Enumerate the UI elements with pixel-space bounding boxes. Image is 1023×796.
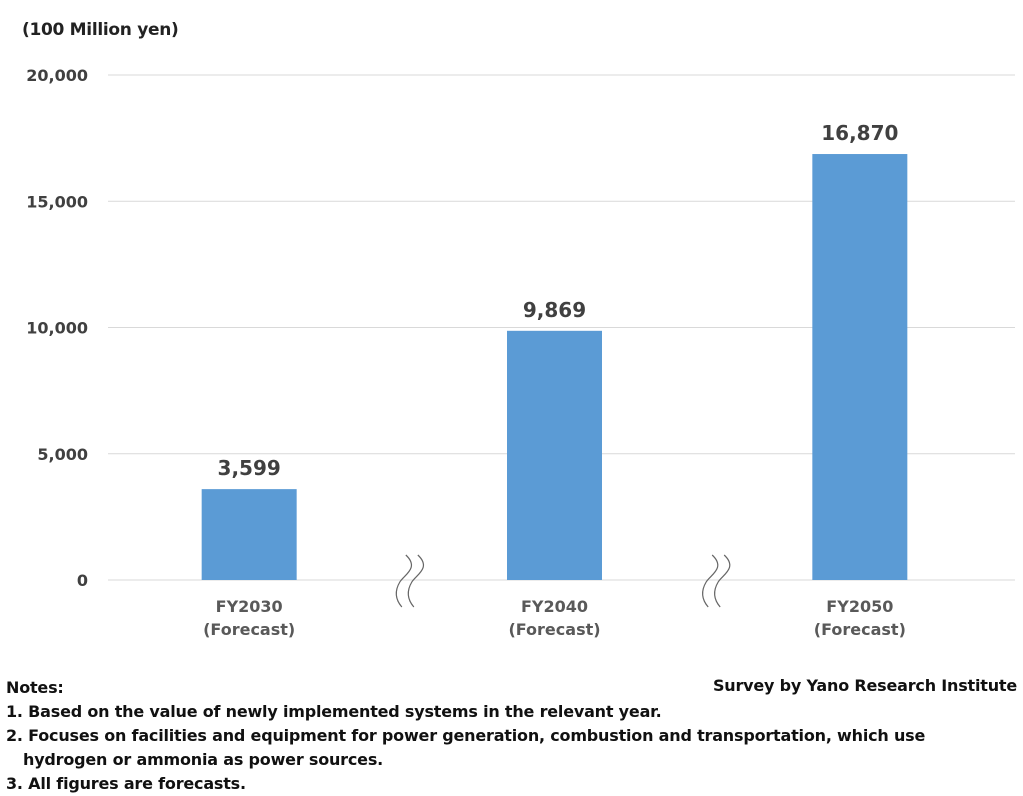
note-2: 2. Focuses on facilities and equipment f… [6,726,926,745]
notes-heading: Notes: [6,678,64,697]
y-tick-label: 15,000 [26,192,88,211]
bar [201,489,297,580]
y-tick-label: 20,000 [26,66,88,85]
data-label: 3,599 [218,456,281,480]
x-tick-label: (Forecast) [508,620,600,639]
source-credit: Survey by Yano Research Institute [712,676,1017,695]
bar [812,154,908,580]
y-tick-label: 0 [77,571,88,590]
data-label: 16,870 [821,121,898,145]
note-1: 1. Based on the value of newly implement… [6,702,662,721]
bar [507,330,602,580]
axis-break-mark [395,554,424,608]
bar-chart: 0 5,000 10,000 15,000 20,000 3,599 FY2030 (Fore… [26,66,1015,639]
note-2-continued: hydrogen or ammonia as power sources. [23,750,384,769]
x-tick-label: FY2050 [826,597,893,616]
x-tick-label: (Forecast) [814,620,906,639]
y-axis-unit-label: (100 Million yen) [22,20,179,40]
data-label: 9,869 [523,298,586,322]
y-tick-label: 5,000 [37,445,88,464]
y-tick-label: 10,000 [26,319,88,338]
x-tick-label: FY2030 [216,597,283,616]
x-tick-label: (Forecast) [203,620,295,639]
axis-break-mark [701,554,731,608]
notes: Notes: 1. Based on the value of newly im… [6,676,925,796]
note-3: 3. All figures are forecasts. [6,774,246,793]
x-tick-label: FY2040 [521,597,588,616]
